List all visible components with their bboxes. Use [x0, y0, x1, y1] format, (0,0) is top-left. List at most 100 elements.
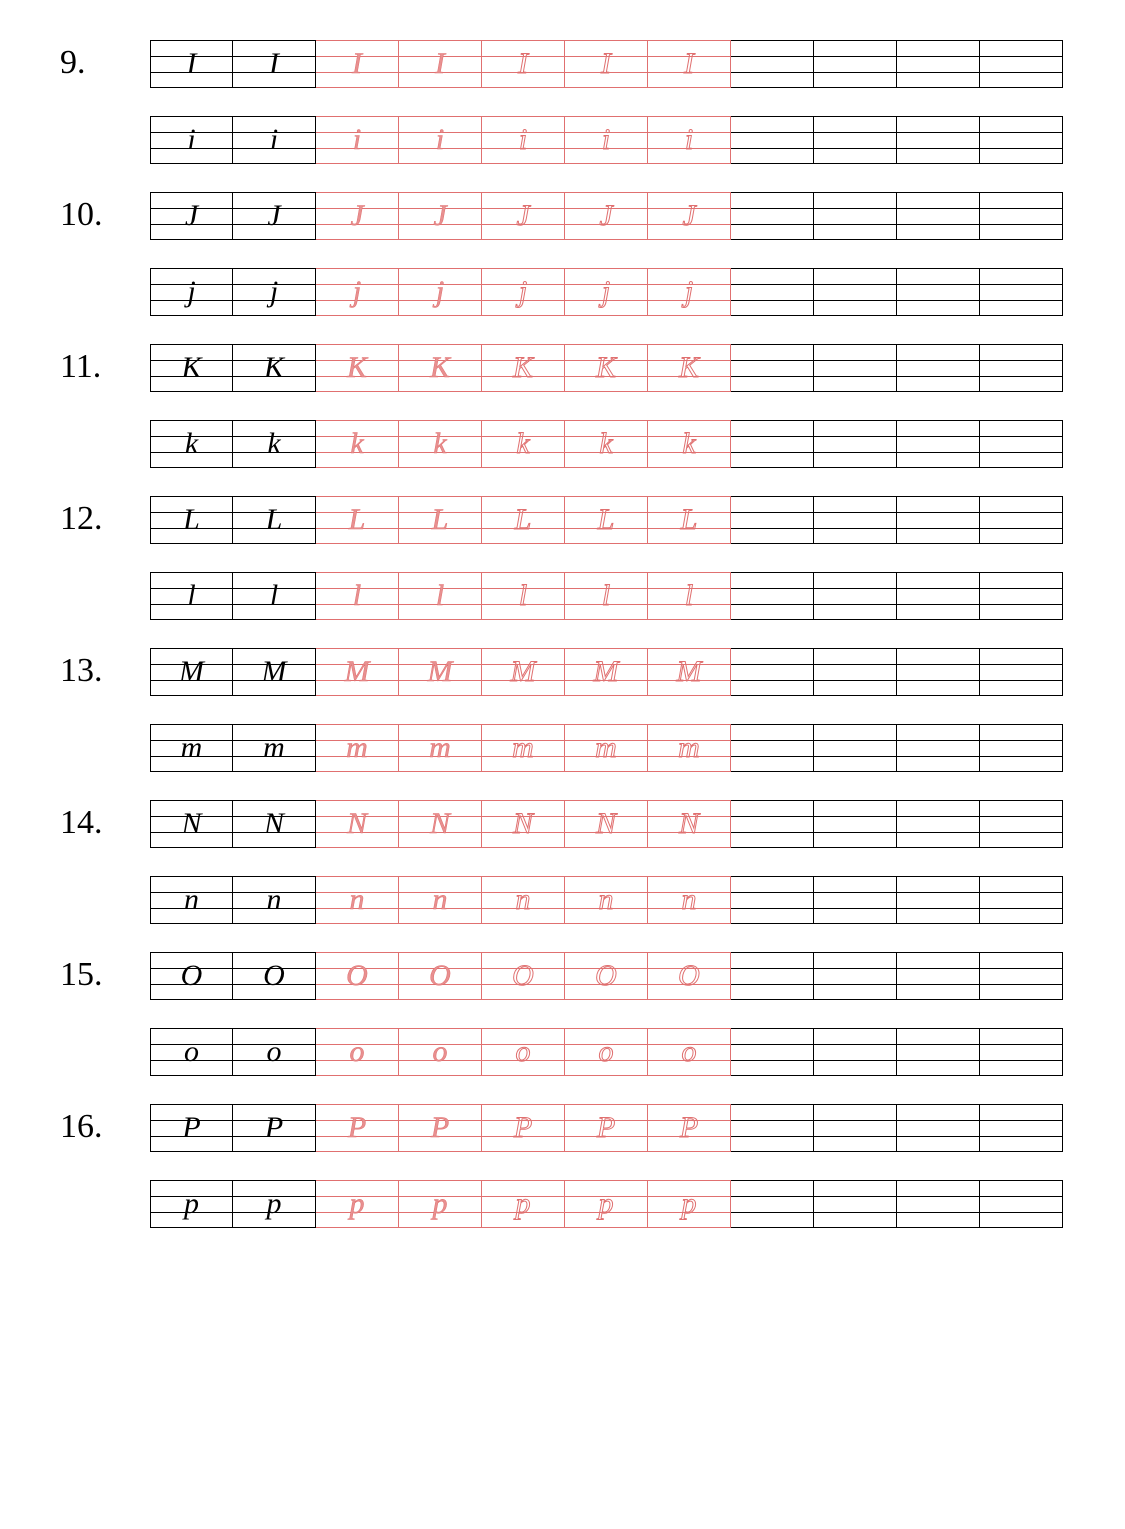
grid-cell [897, 800, 980, 848]
grid-cell [814, 1028, 897, 1076]
letter-glyph: o [433, 1037, 448, 1067]
grid-cell: n [565, 876, 648, 924]
letter-glyph: I [518, 49, 528, 79]
grid-cell: P [482, 1104, 565, 1152]
letter-glyph: L [266, 505, 283, 535]
grid-cell: I [565, 40, 648, 88]
grid-cell: N [648, 800, 731, 848]
letter-glyph: p [682, 1189, 697, 1219]
letter-glyph: n [267, 885, 282, 915]
letter-glyph: i [270, 125, 278, 155]
letter-glyph: O [595, 961, 617, 991]
grid-cell [814, 800, 897, 848]
letter-glyph: M [594, 657, 619, 687]
grid-cell: i [233, 116, 316, 164]
grid-cell [731, 1028, 814, 1076]
grid-cell: i [648, 116, 731, 164]
grid-cell [814, 496, 897, 544]
grid-cell [731, 116, 814, 164]
grid-cell: O [316, 952, 399, 1000]
letter-glyph: p [184, 1189, 199, 1219]
letter-glyph: L [349, 505, 366, 535]
grid-cell: N [399, 800, 482, 848]
row-number: 12. [60, 496, 150, 538]
practice-row: ooooooo [150, 1028, 1065, 1076]
letter-glyph: I [187, 49, 197, 79]
grid-cell: m [482, 724, 565, 772]
grid-cell: o [150, 1028, 233, 1076]
grid-cell [731, 1104, 814, 1152]
grid-cell: J [150, 192, 233, 240]
letter-group: 15.OOOOOOO.ooooooo [60, 952, 1065, 1076]
letter-glyph: l [602, 581, 610, 611]
grid-cell: k [482, 420, 565, 468]
grid-cell: N [482, 800, 565, 848]
grid-cell [897, 40, 980, 88]
grid-cell: L [150, 496, 233, 544]
grid-cell [731, 192, 814, 240]
letter-glyph: J [682, 201, 695, 231]
grid-cell [980, 572, 1063, 620]
grid-cell: K [399, 344, 482, 392]
letter-glyph: l [519, 581, 527, 611]
letter-glyph: K [347, 353, 367, 383]
grid-cell: n [316, 876, 399, 924]
grid-cell [731, 268, 814, 316]
grid-cell: m [150, 724, 233, 772]
letter-glyph: L [183, 505, 200, 535]
letter-glyph: K [679, 353, 699, 383]
grid-cell: M [482, 648, 565, 696]
grid-cell: I [399, 40, 482, 88]
letter-glyph: K [596, 353, 616, 383]
letter-glyph: O [678, 961, 700, 991]
letter-glyph: o [599, 1037, 614, 1067]
grid-cell [731, 876, 814, 924]
grid-cell [897, 1180, 980, 1228]
grid-cell: P [316, 1104, 399, 1152]
grid-cell [897, 420, 980, 468]
row-wrap: 9.IIIIIII [60, 40, 1065, 88]
grid-cell: k [399, 420, 482, 468]
letter-glyph: k [516, 429, 529, 459]
grid-cell: K [648, 344, 731, 392]
letter-glyph: n [599, 885, 614, 915]
letter-glyph: O [263, 961, 285, 991]
grid-cell [814, 876, 897, 924]
grid-cell [980, 268, 1063, 316]
letter-glyph: M [428, 657, 453, 687]
letter-glyph: l [436, 581, 444, 611]
grid-cell: M [316, 648, 399, 696]
grid-cell: I [233, 40, 316, 88]
letter-glyph: N [347, 809, 367, 839]
grid-cell: O [399, 952, 482, 1000]
grid-cell [897, 1104, 980, 1152]
grid-cell: p [233, 1180, 316, 1228]
letter-group: 9.IIIIIII.iiiiiii [60, 40, 1065, 164]
grid-cell [897, 572, 980, 620]
grid-cell: J [233, 192, 316, 240]
grid-cell [814, 724, 897, 772]
grid-cell [814, 116, 897, 164]
grid-cell: i [316, 116, 399, 164]
letter-glyph: n [184, 885, 199, 915]
letter-glyph: P [680, 1113, 698, 1143]
letter-glyph: K [181, 353, 201, 383]
letter-glyph: O [429, 961, 451, 991]
grid-cell: j [565, 268, 648, 316]
grid-cell: m [565, 724, 648, 772]
grid-cell: l [565, 572, 648, 620]
letter-glyph: o [267, 1037, 282, 1067]
row-wrap: 16.PPPPPPP [60, 1104, 1065, 1152]
practice-row: ppppppp [150, 1180, 1065, 1228]
grid-cell: N [150, 800, 233, 848]
letter-glyph: p [350, 1189, 365, 1219]
grid-cell [731, 800, 814, 848]
grid-cell: p [648, 1180, 731, 1228]
letter-glyph: j [602, 277, 610, 307]
letter-glyph: k [433, 429, 446, 459]
grid-cell: I [316, 40, 399, 88]
letter-glyph: o [184, 1037, 199, 1067]
letter-glyph: P [514, 1113, 532, 1143]
grid-cell [980, 1028, 1063, 1076]
row-number: 16. [60, 1104, 150, 1146]
